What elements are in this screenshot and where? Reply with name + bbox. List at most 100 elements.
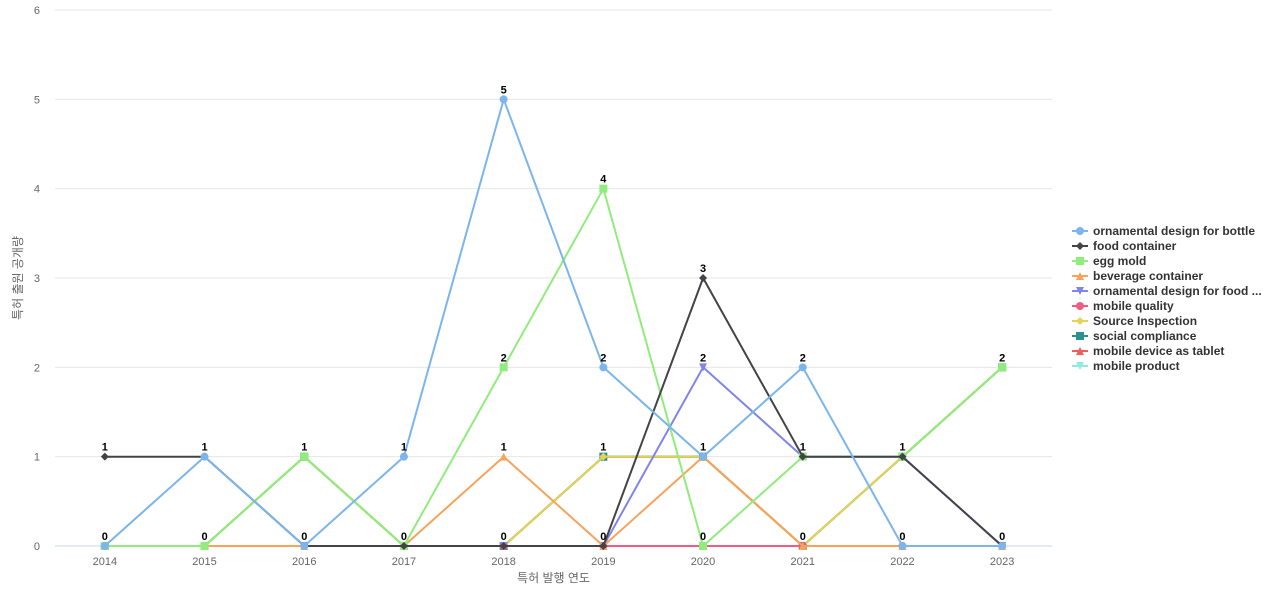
data-point [499,542,508,550]
data-label: 0 [899,531,905,543]
legend-item: social compliance [1072,329,1197,343]
x-tick-label: 2016 [292,556,316,568]
data-label: 2 [501,352,507,364]
legend-item: mobile quality [1072,299,1174,313]
data-point [699,274,708,282]
data-label: 1 [600,442,606,454]
data-label: 0 [999,531,1005,543]
x-tick-label: 2023 [990,556,1014,568]
data-label: 1 [301,442,307,454]
data-point [599,363,608,372]
legend-marker [1076,362,1084,370]
data-label: 1 [899,442,905,454]
series-1 [100,274,1007,550]
x-tick-label: 2015 [192,556,216,568]
data-point [798,452,807,461]
data-label: 2 [999,352,1005,364]
legend-label: social compliance [1093,329,1197,343]
data-point [300,452,309,461]
data-point [100,542,109,550]
x-axis-title: 특허 발행 연도 [517,570,590,585]
data-point [898,452,907,461]
data-label: 2 [800,352,806,364]
data-label: 0 [301,531,307,543]
legend-marker [1076,317,1084,325]
data-point [300,542,309,550]
data-label: 1 [800,442,806,454]
legend-marker [1076,227,1084,235]
data-point [399,542,408,550]
legend-marker [1076,302,1084,310]
legend-marker [1076,347,1084,355]
data-label: 1 [201,442,207,454]
data-point [499,95,508,104]
legend-label: food container [1093,239,1177,253]
y-axis-ticks: 0 1 2 3 4 5 6 [34,5,40,553]
legend-marker [1076,272,1084,280]
legend-item: ornamental design for food ... [1072,284,1262,298]
data-point [998,542,1007,550]
data-label: 1 [501,442,507,454]
data-point [499,452,508,461]
y-tick-label: 1 [34,452,40,464]
legend-item: Source Inspection [1072,314,1197,328]
data-label: 0 [501,531,507,543]
series-line [104,277,1003,547]
y-tick-label: 3 [34,273,40,285]
x-tick-label: 2022 [890,556,914,568]
data-label: 0 [102,531,108,543]
legend-item: egg mold [1072,254,1146,268]
series-3 [100,452,1007,550]
data-point [699,363,708,372]
legend-item: ornamental design for bottle [1072,224,1255,238]
data-label: 5 [501,84,507,96]
y-tick-label: 2 [34,362,40,374]
legend-marker [1076,257,1084,265]
x-tick-label: 2020 [691,556,715,568]
data-labels: 1 0 1 0 1 0 1 0 5 2 1 0 4 2 1 0 3 2 1 0 2 1 0 1 0 2 0 [102,84,1005,543]
y-tick-label: 5 [34,94,40,106]
legend-marker [1076,287,1084,295]
data-label: 0 [600,531,606,543]
data-label: 0 [401,531,407,543]
data-point [599,184,608,193]
legend-label: ornamental design for food ... [1093,284,1262,298]
data-point [599,542,608,550]
data-point [898,542,907,550]
legend-label: beverage container [1093,269,1203,283]
data-label: 1 [700,442,706,454]
series-0 [100,95,1007,550]
legend-label: egg mold [1093,254,1146,268]
data-point [998,363,1007,372]
y-axis-title: 특허 출원 공개량 [11,236,25,320]
x-tick-label: 2019 [591,556,615,568]
legend-item: mobile product [1072,359,1180,373]
series-line [104,98,1003,547]
x-tick-label: 2014 [93,556,117,568]
legend-item: food container [1072,239,1177,253]
series-line [104,455,1003,547]
legend-label: Source Inspection [1093,314,1197,328]
x-axis-ticks: 2014 2015 2016 2017 2018 2019 2020 2021 2022 2023 [93,556,1015,568]
y-tick-label: 0 [34,541,40,553]
data-point [200,452,209,461]
data-point [798,363,807,372]
series-layer [100,95,1007,550]
data-label: 1 [401,442,407,454]
data-point [200,542,209,550]
legend-marker [1076,332,1084,340]
data-label: 2 [600,352,606,364]
legend-label: mobile quality [1093,299,1174,313]
data-label: 0 [700,531,706,543]
x-tick-label: 2017 [392,556,416,568]
data-label: 4 [600,174,607,186]
data-point [798,542,807,550]
y-tick-label: 4 [34,184,40,196]
data-label: 0 [800,531,806,543]
legend-marker [1076,242,1084,250]
data-point [699,542,708,550]
data-point [699,452,708,461]
y-tick-label: 6 [34,5,40,17]
